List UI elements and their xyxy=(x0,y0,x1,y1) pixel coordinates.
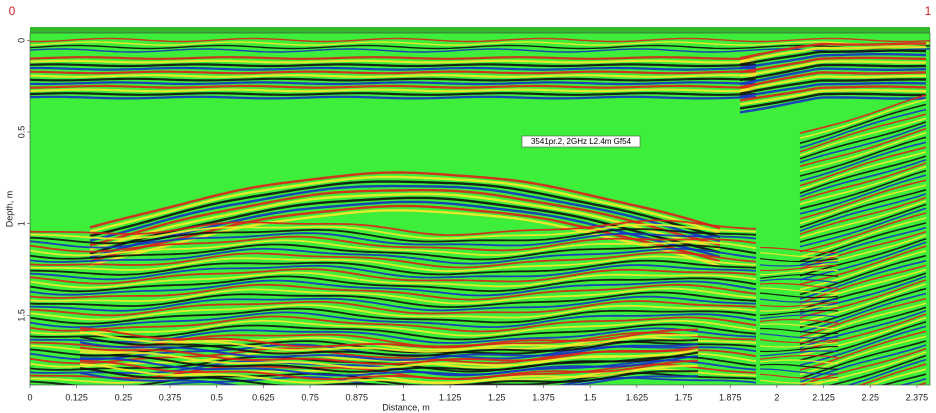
x-tick-label: 0.625 xyxy=(252,392,275,402)
marker-label: 1 xyxy=(925,4,932,18)
x-tick-label: 0 xyxy=(27,392,32,402)
x-tick-label: 2 xyxy=(774,392,779,402)
x-tick-label: 1.25 xyxy=(488,392,506,402)
x-tick-label: 1.125 xyxy=(439,392,462,402)
y-axis-label: Depth, m xyxy=(4,191,14,228)
marker-label: 0 xyxy=(9,4,16,18)
x-tick-label: 1.625 xyxy=(626,392,649,402)
chart: 0 1 3541pr.2, 2GHz L2.4m Gf54 Distance, … xyxy=(0,0,936,413)
annotation-text: 3541pr.2, 2GHz L2.4m Gf54 xyxy=(531,137,632,146)
x-tick-label: 0.125 xyxy=(65,392,88,402)
annotation: 3541pr.2, 2GHz L2.4m Gf54 xyxy=(522,136,640,147)
x-tick-label: 0.75 xyxy=(301,392,319,402)
x-tick-label: 1.875 xyxy=(719,392,742,402)
x-tick-label: 2.375 xyxy=(906,392,929,402)
x-tick-label: 0.5 xyxy=(210,392,223,402)
y-tick-label: 0 xyxy=(16,38,26,43)
x-tick-label: 1 xyxy=(401,392,406,402)
x-tick-label: 1.375 xyxy=(532,392,555,402)
x-tick-label: 0.25 xyxy=(115,392,133,402)
y-tick-label: 1 xyxy=(16,221,26,226)
x-axis-label: Distance, m xyxy=(382,402,430,412)
x-tick-label: 0.375 xyxy=(159,392,182,402)
y-tick-label: 0.5 xyxy=(16,126,26,139)
x-tick-label: 0.875 xyxy=(345,392,368,402)
x-tick-label: 1.75 xyxy=(675,392,693,402)
x-tick-label: 2.25 xyxy=(861,392,879,402)
x-tick-label: 2.125 xyxy=(812,392,835,402)
x-tick-label: 1.5 xyxy=(584,392,597,402)
y-tick-label: 1.5 xyxy=(16,309,26,322)
